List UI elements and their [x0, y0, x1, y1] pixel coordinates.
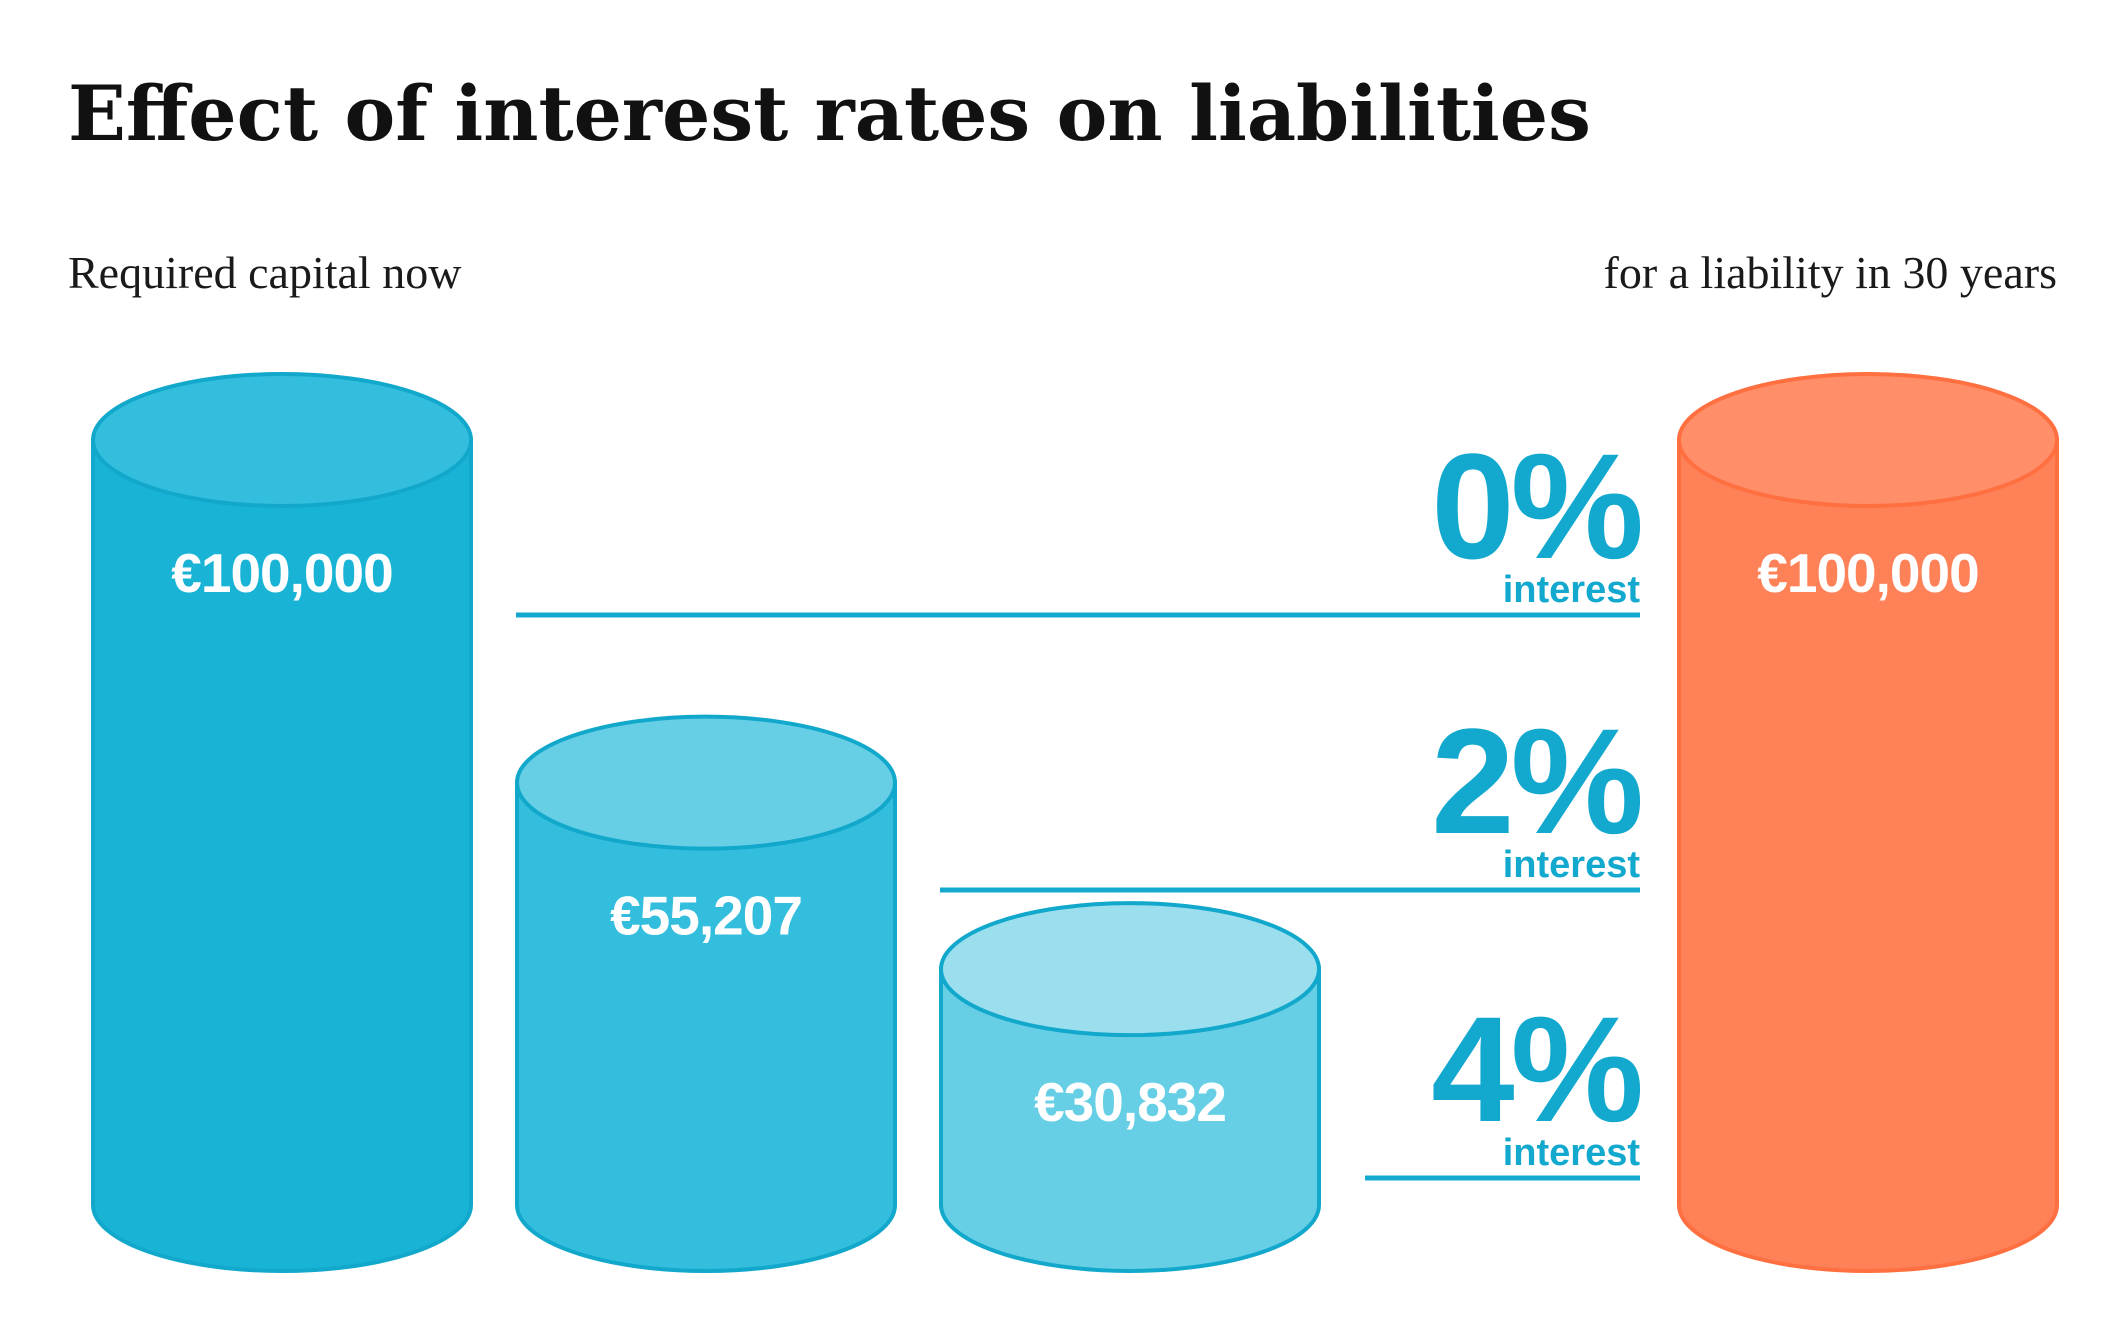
liability-bar [1677, 372, 2059, 1273]
bar-1-body [515, 780, 897, 1273]
bar-1-top [515, 714, 897, 851]
rate-caption-2: interest [1503, 1132, 1641, 1174]
liability-layer: €100,000 [1677, 372, 2059, 1273]
bar-value-label-1: €55,207 [610, 885, 802, 947]
left-label: Required capital now [68, 247, 462, 298]
bar-2 [939, 901, 1321, 1273]
bar-0 [91, 372, 473, 1273]
right-label: for a liability in 30 years [1604, 247, 2058, 298]
bar-2-top [939, 901, 1321, 1038]
rate-caption-1: interest [1503, 844, 1641, 886]
rate-label-0: 0% [1431, 422, 1640, 590]
bar-0-body [91, 438, 473, 1273]
bar-0-top [91, 372, 473, 508]
bar-value-label-2: €30,832 [1034, 1071, 1226, 1133]
liability-bar-body [1677, 438, 2059, 1273]
chart-title: Effect of interest rates on liabilities [68, 69, 1591, 158]
bar-value-label-0: €100,000 [171, 542, 392, 604]
liability-bar-top [1677, 372, 2059, 508]
bar-1 [515, 714, 897, 1273]
rate-label-1: 2% [1431, 697, 1640, 865]
rate-lines-layer [516, 612, 1640, 1181]
liability-value-label: €100,000 [1757, 542, 1978, 604]
rate-label-2: 4% [1431, 985, 1640, 1153]
rate-caption-0: interest [1503, 569, 1641, 611]
bars-layer: €100,000 €55,207 €30,832 [91, 372, 1321, 1273]
bar-2-body [939, 967, 1321, 1273]
